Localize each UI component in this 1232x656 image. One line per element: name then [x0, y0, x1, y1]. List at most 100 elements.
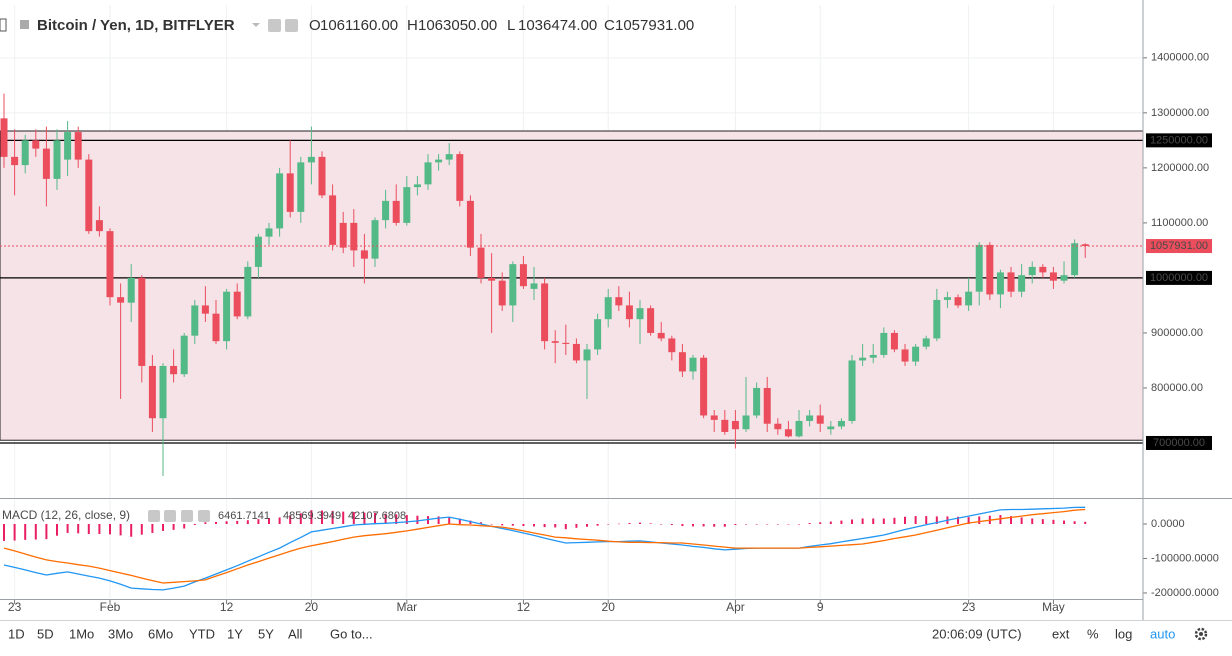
scale-option[interactable]: log	[1115, 626, 1132, 641]
scale-option[interactable]: ext	[1052, 626, 1070, 641]
candle-body	[244, 266, 252, 317]
eye-icon[interactable]	[268, 19, 281, 32]
candle-body	[806, 415, 814, 421]
macd-histogram-bar	[734, 524, 737, 526]
candle-body	[159, 365, 167, 419]
candle-body	[445, 154, 453, 160]
candle-body	[509, 264, 517, 306]
scale-option[interactable]: %	[1087, 626, 1099, 641]
candle-body	[1039, 266, 1047, 273]
macd-histogram-bar	[755, 524, 758, 525]
settings-gear[interactable]	[1194, 627, 1208, 641]
goto-button[interactable]: Go to...	[330, 626, 373, 641]
candle-body	[1007, 272, 1015, 292]
candle-body	[1018, 275, 1026, 292]
y-tick-label: 1300000.00	[1151, 107, 1209, 119]
candle-body	[562, 342, 570, 344]
y-tick-label: 900000.00	[1151, 327, 1203, 339]
candle-body	[572, 343, 580, 361]
macd-histogram-bar	[98, 524, 101, 534]
macd-value-label: 6461.7141	[218, 510, 270, 522]
macd-close-icon[interactable]	[198, 510, 210, 522]
macd-histogram-bar	[130, 524, 133, 537]
candle-body	[848, 360, 856, 421]
candle-body	[138, 277, 146, 366]
candle-body	[42, 148, 50, 179]
macd-histogram-bar	[1063, 520, 1066, 524]
candle-body	[392, 200, 400, 223]
macd-histogram-bar	[321, 510, 324, 524]
macd-histogram-bar	[458, 518, 461, 524]
range-button[interactable]: 5D	[37, 626, 54, 641]
range-button[interactable]: All	[288, 626, 303, 641]
macd-histogram-bar	[405, 515, 408, 524]
ohlc-value: 1061160.00	[320, 17, 398, 34]
candle-body	[403, 187, 411, 223]
dropdown-icon[interactable]	[252, 23, 260, 27]
macd-histogram-bar	[257, 519, 260, 524]
settings-icon[interactable]	[285, 19, 298, 32]
macd-line	[3, 508, 1086, 584]
macd-settings-icon[interactable]	[164, 510, 176, 522]
candle-body	[530, 283, 538, 289]
candle-body	[223, 291, 231, 342]
candle-body	[922, 338, 930, 347]
macd-histogram-bar	[522, 524, 525, 527]
candle-body	[668, 338, 676, 353]
macd-histogram-bar	[670, 524, 673, 526]
x-tick-label: Feb	[100, 600, 121, 614]
candle-body	[816, 415, 824, 424]
candle-body	[678, 352, 686, 372]
candle-body	[519, 264, 527, 287]
macd-histogram-bar	[776, 524, 779, 525]
macd-histogram-bar	[204, 522, 207, 524]
candle-body	[435, 159, 443, 163]
macd-histogram-bar	[1073, 521, 1076, 524]
macd-histogram-bar	[45, 524, 48, 540]
macd-histogram-bar	[352, 511, 355, 524]
candle-body	[869, 354, 877, 358]
macd-histogram-bar	[151, 524, 154, 533]
macd-source-icon[interactable]	[181, 510, 193, 522]
range-button[interactable]: 6Mo	[148, 626, 173, 641]
macd-value-label: 42107.6808	[348, 510, 406, 522]
candle-body	[212, 313, 220, 342]
level-label-box	[1146, 133, 1212, 148]
candle-body	[890, 332, 898, 350]
macd-histogram-bar	[766, 524, 769, 525]
candle-body	[753, 387, 761, 416]
range-button[interactable]: 1Mo	[69, 626, 94, 641]
candle-body	[170, 365, 178, 375]
macd-histogram-bar	[87, 524, 90, 534]
x-tick-label: 20	[602, 600, 616, 614]
macd-histogram-bar	[395, 514, 398, 524]
macd-eye-icon[interactable]	[148, 510, 160, 522]
macd-histogram-bar	[564, 524, 567, 530]
level-label-box	[1146, 435, 1212, 450]
panel-icon[interactable]	[0, 18, 7, 32]
macd-histogram-bar	[851, 519, 854, 524]
y-tick-label: 1400000.00	[1151, 52, 1209, 64]
ohlc-value: 1036474.00	[518, 17, 597, 34]
macd-histogram-bar	[1052, 519, 1055, 524]
range-button[interactable]: 1Y	[227, 626, 243, 641]
symbol-title: Bitcoin / Yen, 1D, BITFLYER	[37, 17, 235, 34]
scale-option[interactable]: auto	[1150, 626, 1175, 641]
range-button[interactable]: 5Y	[258, 626, 274, 641]
candle-body	[201, 305, 209, 314]
candle-body	[456, 154, 464, 201]
range-button[interactable]: 1D	[8, 626, 25, 641]
range-button[interactable]: 3Mo	[108, 626, 133, 641]
macd-histogram-bar	[1031, 518, 1034, 524]
macd-histogram-bar	[639, 522, 642, 524]
macd-line	[3, 506, 1086, 591]
macd-histogram-bar	[628, 522, 631, 524]
candle-body	[975, 244, 983, 292]
macd-histogram-bar	[289, 515, 292, 524]
y2-tick-label: 0.0000	[1151, 518, 1185, 530]
ohlc-key: H	[407, 17, 418, 34]
range-button[interactable]: YTD	[189, 626, 215, 641]
macd-value-label: 48569.3949	[283, 510, 341, 522]
macd-histogram-bar	[554, 524, 557, 528]
macd-histogram-bar	[363, 512, 366, 524]
